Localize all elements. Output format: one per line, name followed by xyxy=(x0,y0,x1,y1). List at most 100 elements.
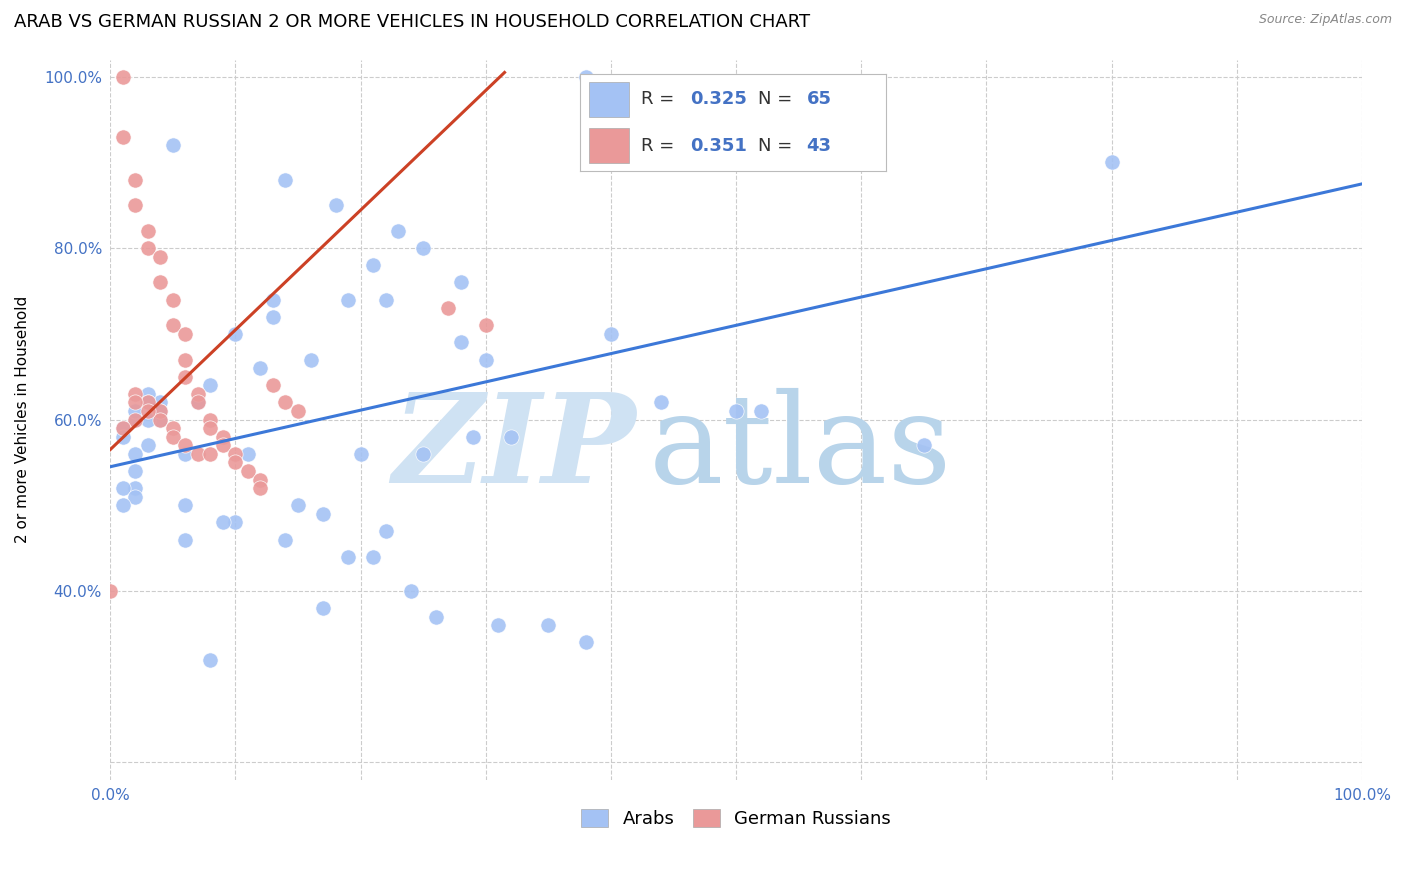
Point xyxy=(111,481,134,495)
Point xyxy=(149,412,172,426)
Point xyxy=(262,310,284,324)
Point xyxy=(212,438,235,452)
Point xyxy=(187,447,209,461)
Point xyxy=(136,395,159,409)
Point xyxy=(474,352,496,367)
Point xyxy=(162,430,184,444)
Point xyxy=(337,293,360,307)
Point xyxy=(399,584,422,599)
Point xyxy=(212,516,235,530)
Point xyxy=(136,404,159,418)
Point xyxy=(463,430,485,444)
Point xyxy=(149,250,172,264)
Point xyxy=(111,421,134,435)
Point xyxy=(412,241,434,255)
Point xyxy=(325,198,347,212)
Point xyxy=(187,395,209,409)
Point xyxy=(725,404,748,418)
Point xyxy=(136,224,159,238)
Point xyxy=(224,326,246,341)
Point xyxy=(361,549,384,564)
Point xyxy=(124,481,146,495)
Point xyxy=(337,549,360,564)
Point xyxy=(499,430,522,444)
Point xyxy=(486,618,509,632)
Y-axis label: 2 or more Vehicles in Household: 2 or more Vehicles in Household xyxy=(15,296,30,543)
Point xyxy=(274,172,297,186)
Point xyxy=(450,335,472,350)
Point xyxy=(287,404,309,418)
Point xyxy=(224,516,246,530)
Point xyxy=(111,430,134,444)
Point xyxy=(162,138,184,153)
Point xyxy=(111,129,134,144)
Point xyxy=(262,378,284,392)
Point xyxy=(136,387,159,401)
Point xyxy=(474,318,496,333)
Point xyxy=(287,499,309,513)
Point xyxy=(98,584,121,599)
Point xyxy=(187,395,209,409)
Point xyxy=(450,276,472,290)
Point xyxy=(174,438,197,452)
Point xyxy=(149,404,172,418)
Point xyxy=(650,395,672,409)
Point xyxy=(312,507,335,521)
Point xyxy=(136,412,159,426)
Point xyxy=(149,412,172,426)
Point xyxy=(162,421,184,435)
Point xyxy=(274,395,297,409)
Point xyxy=(174,499,197,513)
Point xyxy=(174,369,197,384)
Point xyxy=(162,293,184,307)
Point xyxy=(236,447,259,461)
Point xyxy=(299,352,322,367)
Text: atlas: atlas xyxy=(648,388,952,509)
Point xyxy=(387,224,409,238)
Point xyxy=(124,490,146,504)
Point xyxy=(575,635,598,649)
Point xyxy=(187,387,209,401)
Point xyxy=(537,618,560,632)
Point xyxy=(249,481,271,495)
Point xyxy=(136,241,159,255)
Point xyxy=(312,601,335,615)
Point xyxy=(124,387,146,401)
Point xyxy=(111,421,134,435)
Point xyxy=(149,404,172,418)
Point xyxy=(162,318,184,333)
Legend: Arabs, German Russians: Arabs, German Russians xyxy=(574,802,898,836)
Point xyxy=(174,447,197,461)
Point xyxy=(200,421,222,435)
Point xyxy=(437,301,460,315)
Point xyxy=(1101,155,1123,169)
Point xyxy=(124,172,146,186)
Point xyxy=(174,352,197,367)
Point xyxy=(124,395,146,409)
Point xyxy=(224,447,246,461)
Point xyxy=(200,378,222,392)
Point xyxy=(124,447,146,461)
Point xyxy=(212,430,235,444)
Point xyxy=(912,438,935,452)
Point xyxy=(111,70,134,84)
Point xyxy=(361,258,384,272)
Point xyxy=(124,198,146,212)
Point xyxy=(124,412,146,426)
Point xyxy=(136,395,159,409)
Point xyxy=(200,412,222,426)
Point xyxy=(374,524,396,538)
Point xyxy=(236,464,259,478)
Text: ZIP: ZIP xyxy=(392,388,636,509)
Point xyxy=(200,447,222,461)
Point xyxy=(425,609,447,624)
Point xyxy=(124,404,146,418)
Point xyxy=(274,533,297,547)
Point xyxy=(200,652,222,666)
Point xyxy=(149,395,172,409)
Point xyxy=(349,447,371,461)
Point xyxy=(124,412,146,426)
Point xyxy=(412,447,434,461)
Point xyxy=(374,293,396,307)
Point xyxy=(575,70,598,84)
